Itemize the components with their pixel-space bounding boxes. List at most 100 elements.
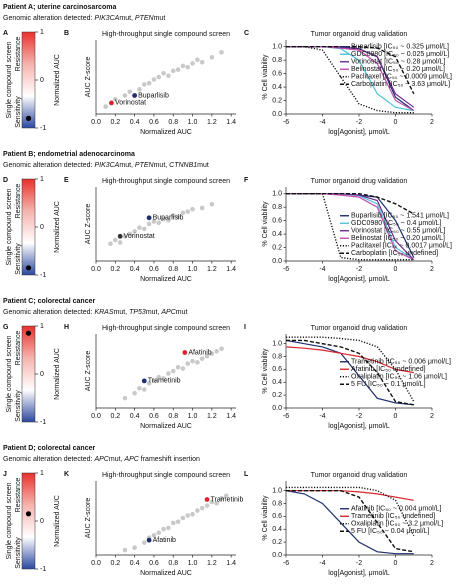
screen-point (161, 526, 166, 532)
screen-point (214, 348, 219, 354)
screen-point (141, 226, 147, 232)
screen-point (108, 241, 113, 247)
screen-point (224, 493, 229, 499)
tick-label: 0 (40, 77, 44, 84)
tick-label: -1 (40, 125, 46, 132)
highlight-point (146, 215, 152, 221)
tick-label: 1.0 (188, 560, 198, 567)
screen-point (122, 234, 128, 239)
axis-label: Resistance (15, 331, 22, 366)
panel-letter: E (64, 177, 69, 184)
tick-label: 0.4 (130, 560, 140, 567)
tick-label: 0.6 (272, 366, 282, 373)
tick-label: 1.2 (207, 266, 217, 273)
tick-label: 0.0 (91, 413, 101, 420)
tick-label: -6 (283, 560, 289, 567)
axis-label: Sensitivity (15, 390, 22, 422)
axis-label: Resistance (15, 37, 22, 72)
tick-label: -2 (356, 119, 362, 126)
tick-label: 1.0 (272, 44, 282, 51)
screen-point (127, 231, 133, 237)
genomic-segment: PTEN (135, 162, 155, 169)
screen-point (113, 237, 118, 243)
tick-label: 0.4 (130, 266, 140, 273)
highlight-point (204, 497, 210, 502)
panel-letter: G (3, 324, 9, 331)
sample-marker (25, 115, 32, 121)
patient-title: Patient D; colorectal cancer (3, 445, 95, 452)
screen-point (190, 61, 195, 66)
dose-curve (286, 339, 414, 406)
axis-label: % Cell viability (262, 201, 269, 247)
tick-label: 1.2 (207, 119, 217, 126)
legend-label: Carboplatin [IC₅₀ undefined] (351, 250, 438, 257)
genomic-segment: mut, (146, 309, 162, 316)
screen-point (185, 209, 191, 214)
tick-label: 0.0 (91, 266, 101, 273)
genomic-segment: mut, (119, 15, 135, 22)
tick-label: 0.0 (272, 405, 282, 412)
tick-label: 0 (394, 266, 398, 273)
tick-label: 0.8 (168, 560, 178, 567)
tick-label: 0.4 (272, 379, 282, 386)
point-label: Vorinostat (124, 233, 155, 240)
axis-label: log[Agonist], μmol/L (328, 570, 390, 577)
screen-point (209, 351, 215, 357)
tick-label: 0.4 (272, 84, 282, 91)
tick-label: 0.0 (91, 560, 101, 567)
tick-label: 1.4 (226, 560, 236, 567)
chart-title: High-throughput single compound screen (102, 325, 230, 332)
screen-point (199, 59, 205, 65)
sample-marker (25, 330, 32, 336)
screen-point (156, 374, 162, 380)
legend-label: Paclitaxel [IC₅₀ ~ 0.0017 μmol/L] (351, 243, 452, 250)
legend-label: Vorinostat [IC₅₀ ~ 0.28 μmol/L] (351, 59, 445, 66)
genomic-segment: mut, (154, 162, 170, 169)
highlight-point (117, 233, 123, 239)
tick-label: 0.0 (272, 258, 282, 265)
axis-label: log[Agonist], μmol/L (328, 276, 390, 283)
genomic-segment: mut (197, 162, 209, 169)
screen-point (170, 68, 176, 74)
axis-label: % Cell viability (262, 495, 269, 541)
screen-point (166, 73, 171, 79)
genomic-segment: APC (123, 456, 139, 463)
panel-letter: F (244, 177, 249, 184)
tick-label: 1.0 (272, 487, 282, 494)
tick-label: 0 (394, 119, 398, 126)
screen-point (141, 82, 147, 87)
panel-letter: D (3, 177, 8, 184)
screen-point (175, 365, 181, 370)
panel-letter: A (3, 30, 8, 37)
screen-point (151, 532, 157, 538)
axis-label: Sensitivity (15, 96, 22, 128)
genomic-segment: TP53 (129, 309, 146, 316)
tick-label: 0.2 (272, 97, 282, 104)
tick-label: 0.2 (110, 413, 120, 420)
screen-point (214, 500, 219, 506)
screen-point (175, 519, 181, 524)
axis-label: Single compound screen (6, 188, 13, 265)
point-label: Afatinib (153, 537, 176, 544)
point-label: Buparlisib (153, 215, 184, 222)
genomic-segment: mut (176, 309, 188, 316)
screen-point (122, 547, 128, 553)
axis-label: AUC Z-score (85, 351, 92, 392)
chart-title: Tumor organoid drug validation (311, 325, 408, 332)
tick-label: 1.4 (226, 119, 236, 126)
dose-curve (285, 339, 414, 406)
screen-point (156, 74, 162, 80)
tick-label: 1.4 (226, 413, 236, 420)
color-bar (21, 31, 36, 129)
panel-letter: C (244, 30, 249, 37)
screen-point (175, 67, 181, 72)
screen-point (195, 360, 200, 365)
screen-point (127, 89, 133, 95)
tick-label: 0.6 (272, 70, 282, 77)
tick-label: -1 (40, 272, 46, 279)
legend-label: GDC0980 [IC₅₀ ~ 0.025 μmol/L] (351, 51, 449, 58)
screen-point (199, 505, 205, 511)
genomic-line: Genomic alteration detected: APCmut, APC… (3, 456, 200, 463)
screen-point (161, 216, 166, 222)
panel-letter: B (64, 30, 69, 37)
